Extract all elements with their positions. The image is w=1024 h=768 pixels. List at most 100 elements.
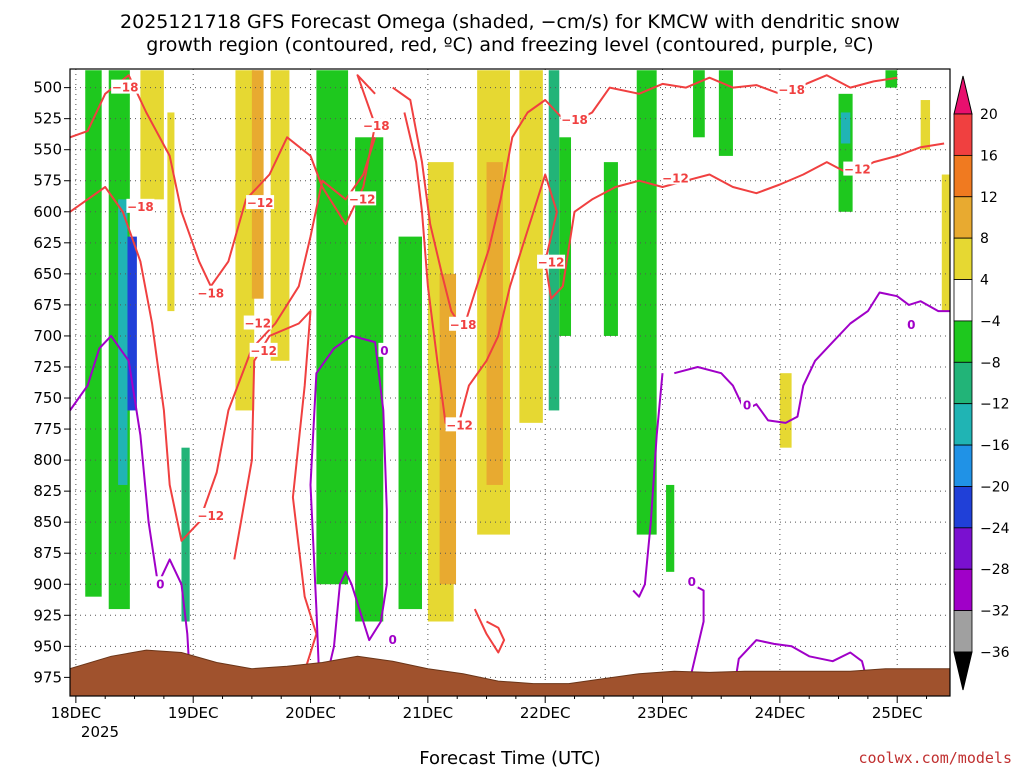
colorbar-top-triangle (953, 75, 973, 115)
omega-band-27 (840, 112, 851, 144)
colorbar-segment-7 (953, 361, 973, 405)
freezing-level-contours (70, 291, 950, 696)
snow-growth-label-bg-8 (449, 316, 478, 331)
colorbar-segment-10 (953, 486, 973, 529)
snow-growth-label-bg-14 (777, 82, 806, 97)
colorbar-segment-2 (953, 154, 973, 198)
y-tick-label-575: 575 (33, 172, 62, 190)
snow-growth-label-1: −18 (127, 200, 154, 214)
omega-band-2 (118, 199, 128, 485)
chart-title-line-1: 2025121718 GFS Forecast Omega (shaded, −… (120, 11, 900, 33)
snow-growth-label-8: −18 (450, 318, 477, 332)
time-axis: 18DEC 19DEC 20DEC 21DEC 22DEC 23DEC 24DEC 25DEC (51, 696, 928, 722)
y-tick-label-975: 975 (33, 668, 62, 686)
omega-band-22 (666, 484, 675, 572)
omega-band-6 (181, 447, 190, 622)
colorbar-label-5: −4 (980, 314, 1001, 330)
y-tick-label-675: 675 (33, 296, 62, 314)
freezing-level-contour-4 (632, 373, 664, 598)
colorbar-label-0: 20 (980, 107, 998, 123)
y-tick-label-750: 750 (33, 389, 62, 407)
omega-band-20 (603, 162, 618, 336)
snow-growth-label-bg-10 (196, 507, 225, 522)
colorbar-label-8: −16 (980, 438, 1010, 454)
colorbar-label-9: −20 (980, 479, 1010, 495)
grid-layer (70, 69, 950, 696)
snow-growth-label-12: −18 (561, 113, 588, 127)
y-tick-label-525: 525 (33, 110, 62, 128)
y-tick-label-900: 900 (33, 575, 62, 593)
colorbar-label-7: −12 (980, 397, 1010, 413)
omega-band-17 (519, 70, 543, 423)
snow-growth-label-6: −18 (363, 119, 390, 133)
y-tick-label-800: 800 (33, 451, 62, 469)
snow-growth-label-bg-7 (348, 191, 377, 206)
freezing-level-label-0: 0 (156, 577, 164, 591)
freezing-level-contour-5 (731, 639, 869, 696)
omega-band-4 (140, 70, 164, 200)
x-axis-title: Forecast Time (UTC) (419, 748, 600, 768)
y-tick-label-650: 650 (33, 265, 62, 283)
colorbar: 20 16 12 8 4 −4 −8 −12 −16 −20 −24 −28 −32 −36 (953, 75, 1010, 691)
freezing-level-label-bg-5 (905, 316, 918, 331)
snow-growth-label-2: −18 (197, 287, 224, 301)
snow-growth-label-13: −12 (662, 171, 689, 185)
x-tick-label-0: 18DEC (51, 704, 102, 722)
freezing-level-label-4: 0 (743, 398, 751, 412)
omega-band-8 (251, 70, 264, 299)
snow-growth-label-15: −12 (844, 163, 871, 177)
freezing-level-label-bg-3 (685, 573, 698, 588)
colorbar-label-1: 16 (980, 148, 998, 164)
omega-band-7 (235, 70, 255, 411)
snow-growth-label-0: −18 (112, 81, 139, 95)
snow-growth-label-bg-12 (560, 111, 589, 126)
snow-growth-label-bg-6 (362, 118, 391, 133)
y-tick-label-625: 625 (33, 234, 62, 252)
y-tick-label-700: 700 (33, 327, 62, 345)
snow-growth-contour-2 (233, 310, 318, 672)
omega-band-21 (636, 70, 657, 535)
colorbar-segment-8 (953, 403, 973, 446)
snow-growth-label-bg-11 (537, 254, 566, 269)
chart-title-line-2: growth region (contoured, red, ºC) and f… (146, 34, 873, 56)
snow-growth-label-10: −12 (197, 509, 224, 523)
colorbar-label-11: −28 (980, 562, 1010, 578)
x-tick-label-2: 20DEC (285, 704, 336, 722)
snow-growth-label-bg-3 (243, 315, 272, 330)
colorbar-label-10: −24 (980, 521, 1010, 537)
x-tick-label-5: 23DEC (637, 704, 688, 722)
colorbar-segment-9 (953, 444, 973, 487)
y-tick-label-600: 600 (33, 203, 62, 221)
freezing-level-label-5: 0 (907, 318, 915, 332)
x-tick-label-3: 21DEC (403, 704, 454, 722)
snow-growth-label-11: −12 (538, 256, 565, 270)
colorbar-label-13: −36 (980, 645, 1010, 661)
colorbar-label-12: −32 (980, 604, 1010, 620)
omega-band-10 (316, 70, 349, 585)
colorbar-segment-12 (953, 568, 973, 612)
x-tick-label-4: 22DEC (520, 704, 571, 722)
y-tick-label-550: 550 (33, 141, 62, 159)
snow-growth-label-7: −12 (349, 192, 376, 206)
freezing-level-contour-1 (309, 334, 388, 696)
omega-band-3 (127, 236, 137, 411)
omega-band-19 (559, 137, 572, 336)
y-tick-label-875: 875 (33, 544, 62, 562)
omega-band-24 (718, 70, 733, 156)
freezing-level-label-2: 0 (388, 633, 396, 647)
omega-shading-layer (85, 70, 950, 622)
snow-growth-label-bg-4 (249, 342, 278, 357)
snow-growth-label-bg-15 (843, 161, 872, 176)
colorbar-bottom-triangle (953, 651, 973, 691)
omega-band-0 (85, 70, 102, 597)
x-axis-year: 2025 (81, 723, 119, 741)
omega-band-25 (779, 373, 792, 448)
snow-growth-label-bg-0 (111, 79, 140, 94)
colorbar-segment-13 (953, 610, 973, 653)
snow-growth-label-14: −18 (778, 83, 805, 97)
freezing-level-contour-2 (674, 291, 950, 424)
colorbar-segment-1 (953, 113, 973, 156)
snow-growth-label-5: −12 (247, 196, 274, 210)
snow-growth-label-4: −12 (250, 344, 277, 358)
